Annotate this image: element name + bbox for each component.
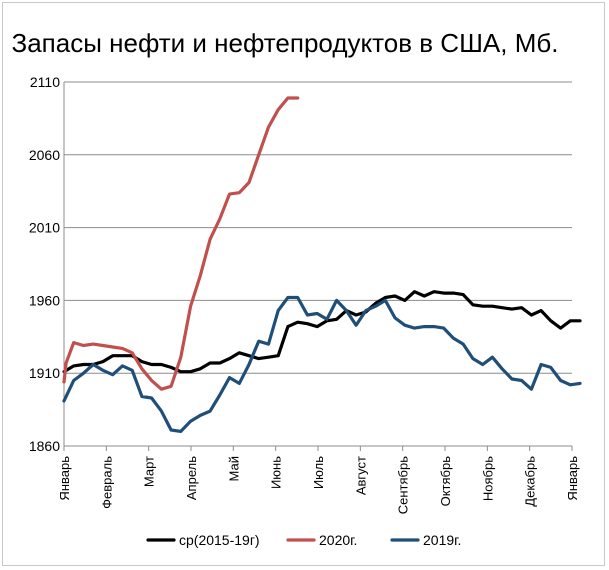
series-line-2 — [62, 295, 582, 433]
y-tick-label: 2110 — [30, 74, 60, 90]
y-tick-label: 1910 — [29, 365, 60, 381]
x-tick-label: Июль — [311, 456, 326, 489]
y-axis-ticks: 1860 1910 1960 2010 2060 2110 — [29, 74, 60, 454]
chart-frame — [2, 2, 605, 566]
x-axis-ticks: Январь Февраль Март Апрель Май Июнь Июль Август… — [57, 456, 580, 514]
y-tick-label: 2060 — [29, 147, 60, 163]
x-tick-label: Октябрь — [438, 456, 453, 507]
x-tick-label: Март — [142, 456, 157, 487]
x-tick-label: Ноябрь — [480, 456, 495, 501]
x-tick-label: Декабрь — [523, 456, 538, 507]
y-tick-label: 1860 — [29, 438, 60, 454]
series-lines — [62, 96, 582, 433]
x-tick-label: Сентябрь — [396, 456, 411, 514]
x-tick-label: Январь — [565, 456, 580, 501]
chart-title: Запасы нефти и нефтепродуктов в США, Мб. — [12, 28, 559, 58]
series-line-0 — [62, 290, 582, 374]
gridlines — [63, 81, 573, 451]
x-tick-label: Май — [226, 456, 241, 481]
legend: ср(2015-19г) 2020г. 2019г. — [146, 532, 461, 548]
legend-label: 2020г. — [319, 532, 357, 548]
legend-label: 2019г. — [423, 532, 461, 548]
y-tick-label: 1960 — [29, 292, 60, 308]
y-tick-label: 2010 — [29, 220, 60, 236]
legend-label: ср(2015-19г) — [179, 532, 260, 548]
x-tick-label: Апрель — [184, 456, 199, 500]
x-tick-label: Август — [353, 456, 368, 495]
x-tick-label: Июнь — [269, 456, 284, 489]
x-tick-label: Январь — [57, 456, 72, 501]
x-tick-label: Февраль — [99, 456, 114, 509]
series-line-1 — [62, 96, 300, 391]
